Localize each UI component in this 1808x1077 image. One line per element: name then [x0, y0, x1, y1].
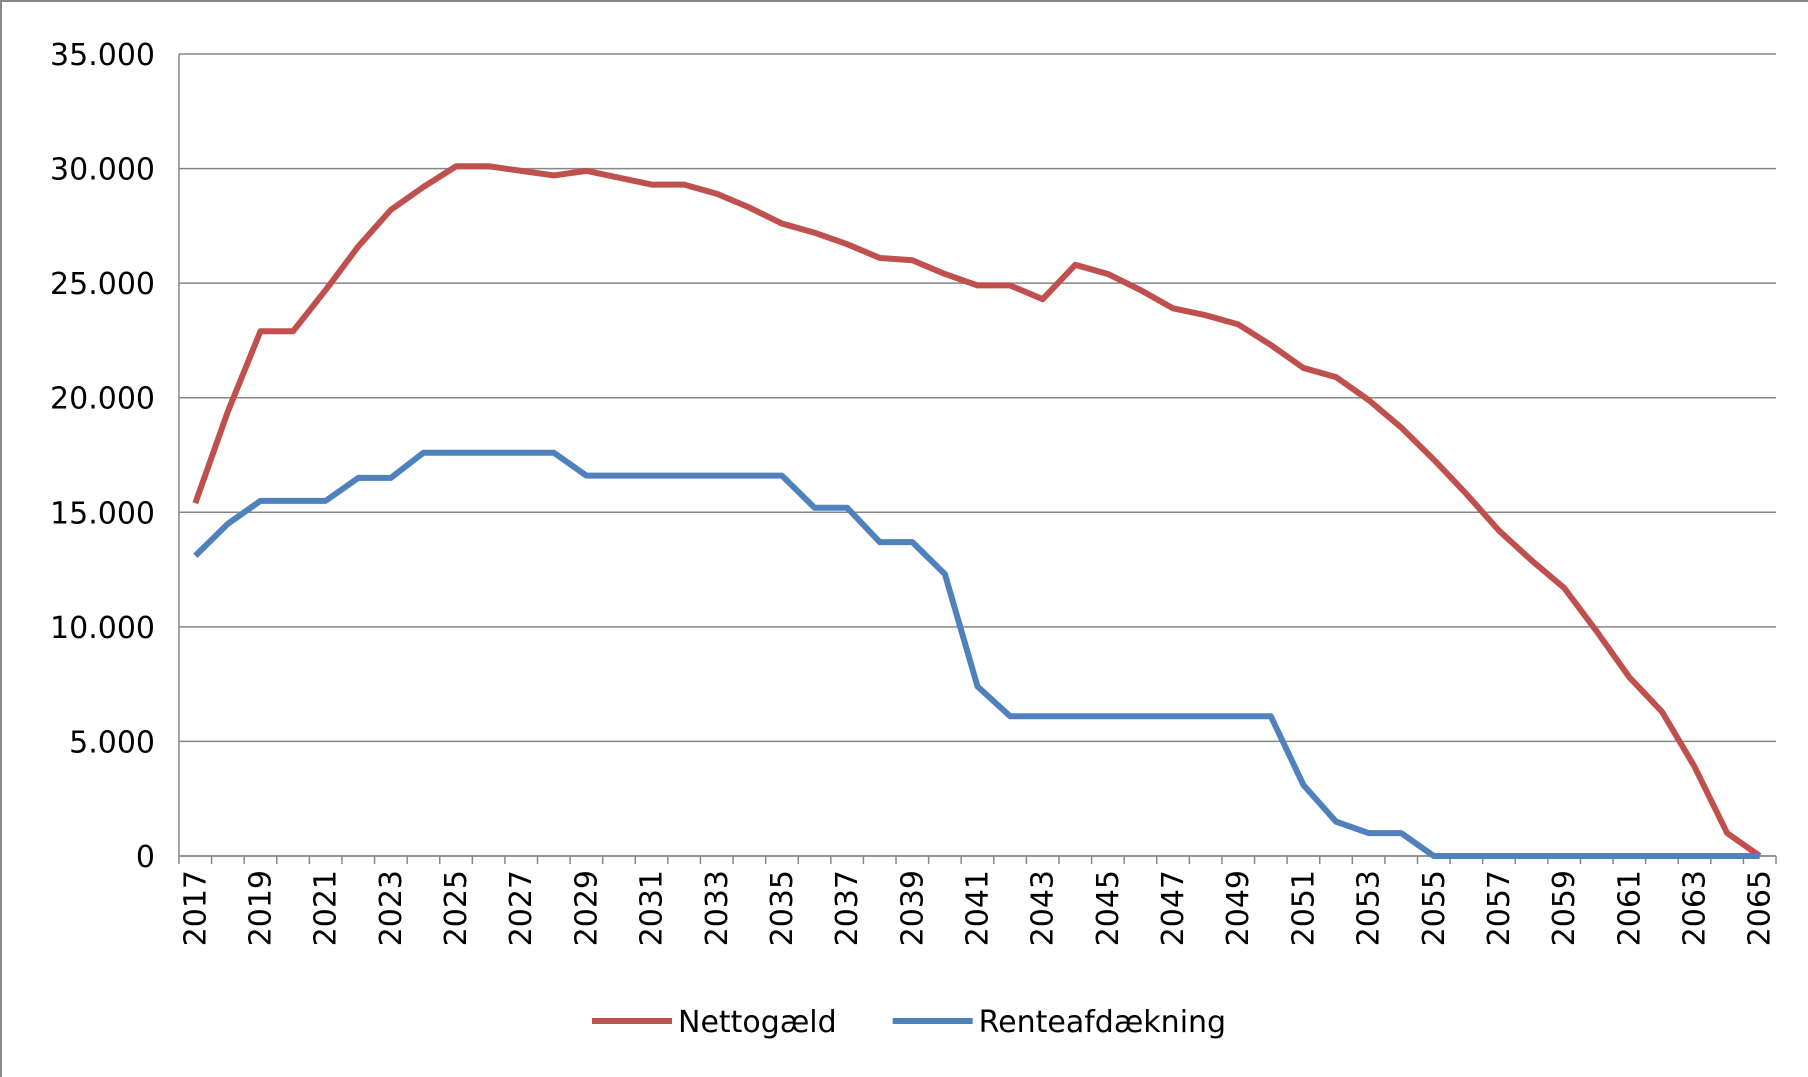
x-tick-label: 2061	[1612, 870, 1647, 946]
x-tick-label: 2039	[895, 870, 930, 946]
x-tick-label: 2051	[1286, 870, 1321, 946]
x-tick-label: 2021	[309, 870, 344, 946]
y-tick-label: 15.000	[50, 496, 155, 531]
x-tick-label: 2047	[1156, 870, 1191, 946]
x-tick-label: 2065	[1743, 870, 1778, 946]
x-tick-label: 2055	[1417, 870, 1452, 946]
x-tick-label: 2063	[1678, 870, 1713, 946]
legend-label: Renteafdækning	[979, 1005, 1226, 1040]
x-tick-label: 2037	[830, 870, 865, 946]
x-tick-label: 2023	[374, 870, 409, 946]
y-tick-label: 35.000	[50, 38, 155, 73]
y-tick-label: 30.000	[50, 153, 155, 188]
series-line	[193, 449, 1760, 859]
x-tick-label: 2043	[1026, 870, 1061, 946]
y-tick-label: 0	[136, 840, 155, 875]
x-tick-label: 2025	[439, 870, 474, 946]
x-tick-label: 2033	[700, 870, 735, 946]
y-tick-label: 10.000	[50, 611, 155, 646]
x-tick-label: 2059	[1547, 870, 1582, 946]
x-tick-label: 2041	[961, 870, 996, 946]
series-line	[192, 163, 1762, 859]
x-tick-label: 2057	[1482, 870, 1517, 946]
x-tick-label: 2017	[178, 870, 213, 946]
x-tick-label: 2031	[635, 870, 670, 946]
legend-label: Nettogæld	[678, 1005, 837, 1040]
x-tick-label: 2029	[569, 870, 604, 946]
y-tick-label: 20.000	[50, 382, 155, 417]
x-tick-label: 2019	[243, 870, 278, 946]
x-tick-label: 2053	[1352, 870, 1387, 946]
x-tick-label: 2049	[1221, 870, 1256, 946]
x-tick-label: 2035	[765, 870, 800, 946]
y-tick-label: 25.000	[50, 267, 155, 302]
x-tick-label: 2027	[504, 870, 539, 946]
y-tick-label: 5.000	[69, 725, 155, 760]
x-tick-label: 2045	[1091, 870, 1126, 946]
